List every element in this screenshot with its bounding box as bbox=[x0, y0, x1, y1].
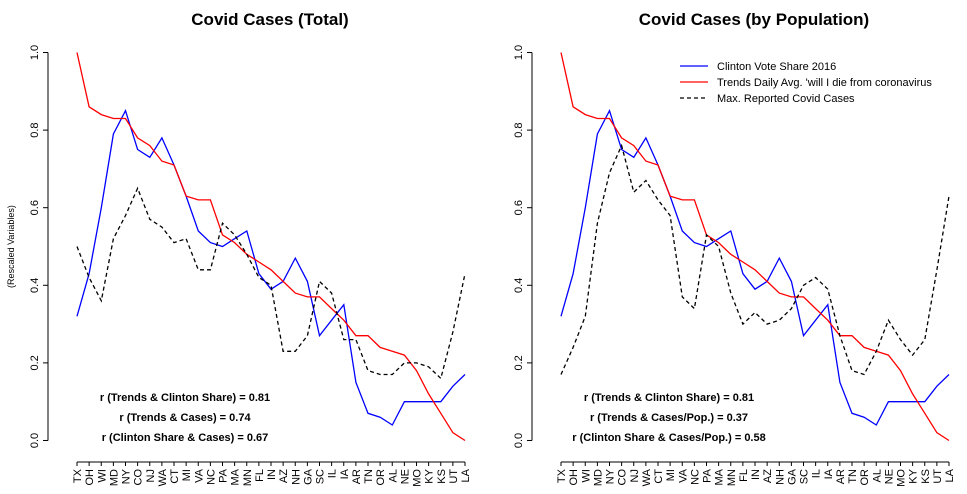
x-tick-label: TX bbox=[72, 468, 84, 483]
legend-label: Max. Reported Covid Cases bbox=[717, 93, 855, 105]
x-tick-label: IN bbox=[750, 469, 762, 480]
x-tick-label: LA bbox=[944, 468, 956, 482]
x-tick-label: NE bbox=[883, 469, 895, 484]
x-tick-label: AZ bbox=[762, 469, 774, 483]
y-tick-label: 1.0 bbox=[513, 45, 525, 60]
x-tick-label: MD bbox=[108, 469, 120, 486]
x-tick-label: SC bbox=[315, 469, 327, 484]
x-tick-label: GA bbox=[786, 468, 798, 485]
y-tick-label: 0.6 bbox=[29, 200, 41, 215]
y-tick-label: 0.4 bbox=[29, 278, 41, 293]
x-tick-label: OH bbox=[568, 469, 580, 486]
y-tick-label: 0.8 bbox=[29, 122, 41, 137]
x-tick-label: AL bbox=[387, 469, 399, 482]
x-tick-label: MN bbox=[242, 469, 254, 486]
y-tick-label: 1.0 bbox=[29, 45, 41, 60]
x-tick-label: IL bbox=[327, 469, 339, 478]
series-line bbox=[560, 108, 950, 426]
x-tick-label: IN bbox=[266, 469, 278, 480]
annotation: r (Trends & Clinton Share) = 0.81 bbox=[584, 392, 754, 404]
x-tick-label: WA bbox=[157, 468, 169, 486]
x-tick-label: MA bbox=[230, 468, 242, 485]
x-tick-label: KY bbox=[908, 468, 920, 483]
chart-title: Covid Cases (by Population) bbox=[639, 10, 869, 29]
x-tick-label: KY bbox=[424, 468, 436, 483]
x-tick-label: FL bbox=[738, 469, 750, 482]
series-line bbox=[76, 108, 466, 426]
x-tick-label: IA bbox=[339, 468, 351, 479]
x-tick-label: CO bbox=[617, 469, 629, 486]
annotation: r (Clinton Share & Cases) = 0.67 bbox=[102, 432, 269, 444]
y-tick-label: 0.0 bbox=[29, 433, 41, 448]
y-tick-label: 0.2 bbox=[29, 355, 41, 370]
x-tick-label: GA bbox=[302, 468, 314, 485]
x-tick-label: VA bbox=[193, 468, 205, 483]
x-tick-label: KS bbox=[436, 469, 448, 484]
annotation: r (Trends & Clinton Share) = 0.81 bbox=[100, 392, 270, 404]
x-tick-label: CT bbox=[169, 469, 181, 484]
series-line bbox=[560, 52, 950, 442]
y-tick-label: 0.2 bbox=[513, 355, 525, 370]
x-tick-label: MD bbox=[592, 469, 604, 486]
x-tick-label: WI bbox=[96, 469, 108, 482]
x-tick-label: TX bbox=[556, 468, 568, 483]
y-tick-label: 0.4 bbox=[513, 278, 525, 293]
x-tick-label: NC bbox=[205, 469, 217, 485]
x-tick-label: PA bbox=[702, 468, 714, 483]
series-line bbox=[76, 186, 466, 380]
x-tick-label: UT bbox=[932, 469, 944, 484]
x-tick-label: PA bbox=[218, 468, 230, 483]
x-tick-label: WA bbox=[641, 468, 653, 486]
x-tick-label: MO bbox=[896, 469, 908, 487]
x-tick-label: AZ bbox=[278, 469, 290, 483]
x-tick-label: KS bbox=[920, 469, 932, 484]
x-tick-label: TN bbox=[363, 469, 375, 484]
x-tick-label: MI bbox=[665, 469, 677, 481]
x-tick-label: FL bbox=[254, 469, 266, 482]
x-tick-label: NC bbox=[689, 469, 701, 485]
annotation: r (Trends & Cases) = 0.74 bbox=[119, 412, 251, 424]
x-tick-label: AR bbox=[835, 469, 847, 484]
annotation: r (Clinton Share & Cases/Pop.) = 0.58 bbox=[572, 432, 765, 444]
y-axis-label: (Rescaled Variables) bbox=[6, 205, 16, 288]
x-tick-label: CT bbox=[653, 469, 665, 484]
legend-label: Clinton Vote Share 2016 bbox=[717, 61, 836, 73]
x-tick-label: OR bbox=[375, 469, 387, 486]
x-tick-label: MA bbox=[714, 468, 726, 485]
x-tick-label: TN bbox=[847, 469, 859, 484]
x-tick-label: MO bbox=[412, 469, 424, 487]
chart-title: Covid Cases (Total) bbox=[191, 10, 348, 29]
series-line bbox=[76, 52, 466, 442]
x-tick-label: CO bbox=[133, 469, 145, 486]
x-tick-label: WI bbox=[580, 469, 592, 482]
x-tick-label: MN bbox=[726, 469, 738, 486]
x-tick-label: AL bbox=[871, 469, 883, 482]
x-tick-label: VA bbox=[677, 468, 689, 483]
x-tick-label: OH bbox=[84, 469, 96, 486]
x-tick-label: UT bbox=[448, 469, 460, 484]
x-tick-label: OR bbox=[859, 469, 871, 486]
x-tick-label: AR bbox=[351, 469, 363, 484]
x-tick-label: IL bbox=[811, 469, 823, 478]
x-tick-label: MI bbox=[181, 469, 193, 481]
legend-label: Trends Daily Avg. 'will I die from coron… bbox=[717, 77, 932, 89]
x-tick-label: NY bbox=[121, 468, 133, 484]
x-tick-label: NH bbox=[290, 469, 302, 485]
x-tick-label: SC bbox=[799, 469, 811, 484]
y-tick-label: 0.0 bbox=[513, 433, 525, 448]
x-tick-label: NJ bbox=[629, 469, 641, 482]
annotation: r (Trends & Cases/Pop.) = 0.37 bbox=[590, 412, 748, 424]
y-tick-label: 0.8 bbox=[513, 122, 525, 137]
x-tick-label: NH bbox=[774, 469, 786, 485]
x-tick-label: LA bbox=[460, 468, 472, 482]
x-tick-label: IA bbox=[823, 468, 835, 479]
y-tick-label: 0.6 bbox=[513, 200, 525, 215]
x-tick-label: NY bbox=[605, 468, 617, 484]
x-tick-label: NJ bbox=[145, 469, 157, 482]
x-tick-label: NE bbox=[399, 469, 411, 484]
series-line bbox=[560, 143, 950, 376]
